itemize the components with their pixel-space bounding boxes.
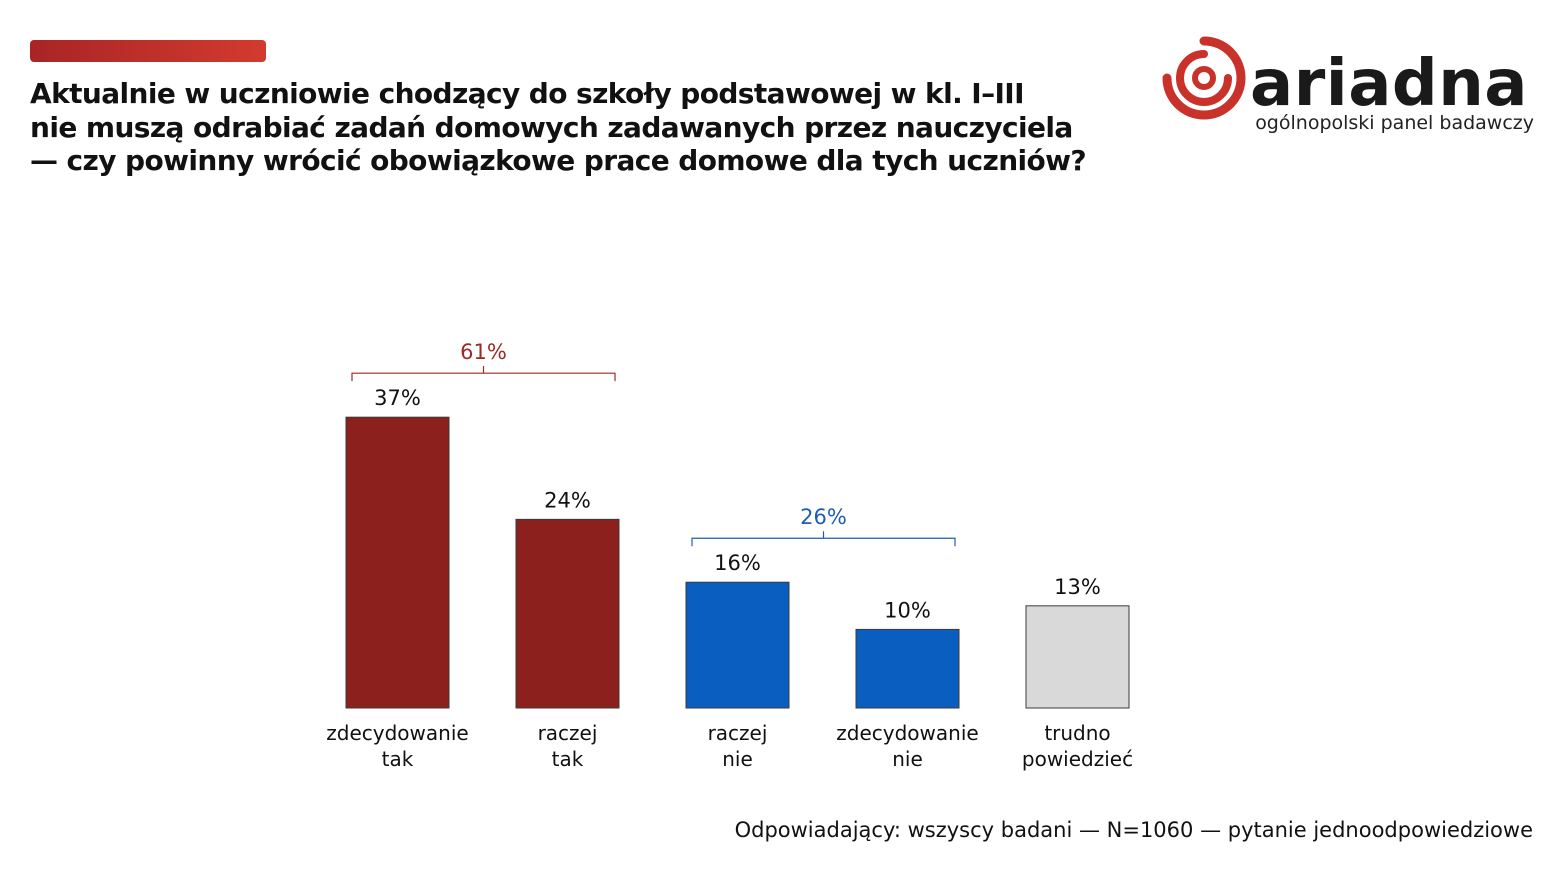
data-label-0: 37% xyxy=(374,386,421,410)
data-label-4: 13% xyxy=(1054,575,1101,599)
title-line: Aktualnie w uczniowie chodzący do szkoły… xyxy=(30,77,1025,110)
bar-3 xyxy=(855,628,960,709)
group-total-label-0: 61% xyxy=(460,340,507,364)
category-label-3-0: zdecydowanie xyxy=(836,721,978,745)
title-line: nie muszą odrabiać zadań domowych zadawa… xyxy=(30,110,1073,144)
category-label-4-1: powiedzieć xyxy=(1022,747,1133,771)
data-label-1: 24% xyxy=(544,488,591,512)
bar-2 xyxy=(685,581,790,709)
bar-1 xyxy=(515,518,620,709)
data-label-3: 10% xyxy=(884,598,931,622)
group-bracket-1 xyxy=(691,531,956,547)
logo-wordmark: ariadna xyxy=(1250,47,1528,121)
category-label-2-1: nie xyxy=(722,747,753,771)
bar-4 xyxy=(1025,605,1130,709)
logo-tagline: ogólnopolski panel badawczy xyxy=(1255,112,1534,134)
category-label-1-1: tak xyxy=(552,747,584,771)
category-label-3-1: nie xyxy=(892,747,923,771)
ariadna-logo: ariadna ogólnopolski panel badawczy xyxy=(1162,36,1542,140)
group-bracket-0 xyxy=(351,366,616,382)
page-title: Aktualnie w uczniowie chodzący do szkoły… xyxy=(30,77,1140,178)
ariadna-ring-icon xyxy=(1162,36,1246,120)
category-label-4-0: trudno xyxy=(1044,721,1110,745)
group-total-label-1: 26% xyxy=(800,505,847,529)
category-label-0-0: zdecydowanie xyxy=(326,721,468,745)
data-label-2: 16% xyxy=(714,551,761,575)
bar-0 xyxy=(345,416,450,709)
category-label-0-1: tak xyxy=(382,747,414,771)
category-label-2-0: raczej xyxy=(708,721,768,745)
title-line: — czy powinny wrócić obowiązkowe prace d… xyxy=(30,144,1087,177)
category-label-1-0: raczej xyxy=(538,721,598,745)
footnote: Odpowiadający: wszyscy badani — N=1060 —… xyxy=(734,818,1533,842)
accent-bar xyxy=(30,40,266,62)
